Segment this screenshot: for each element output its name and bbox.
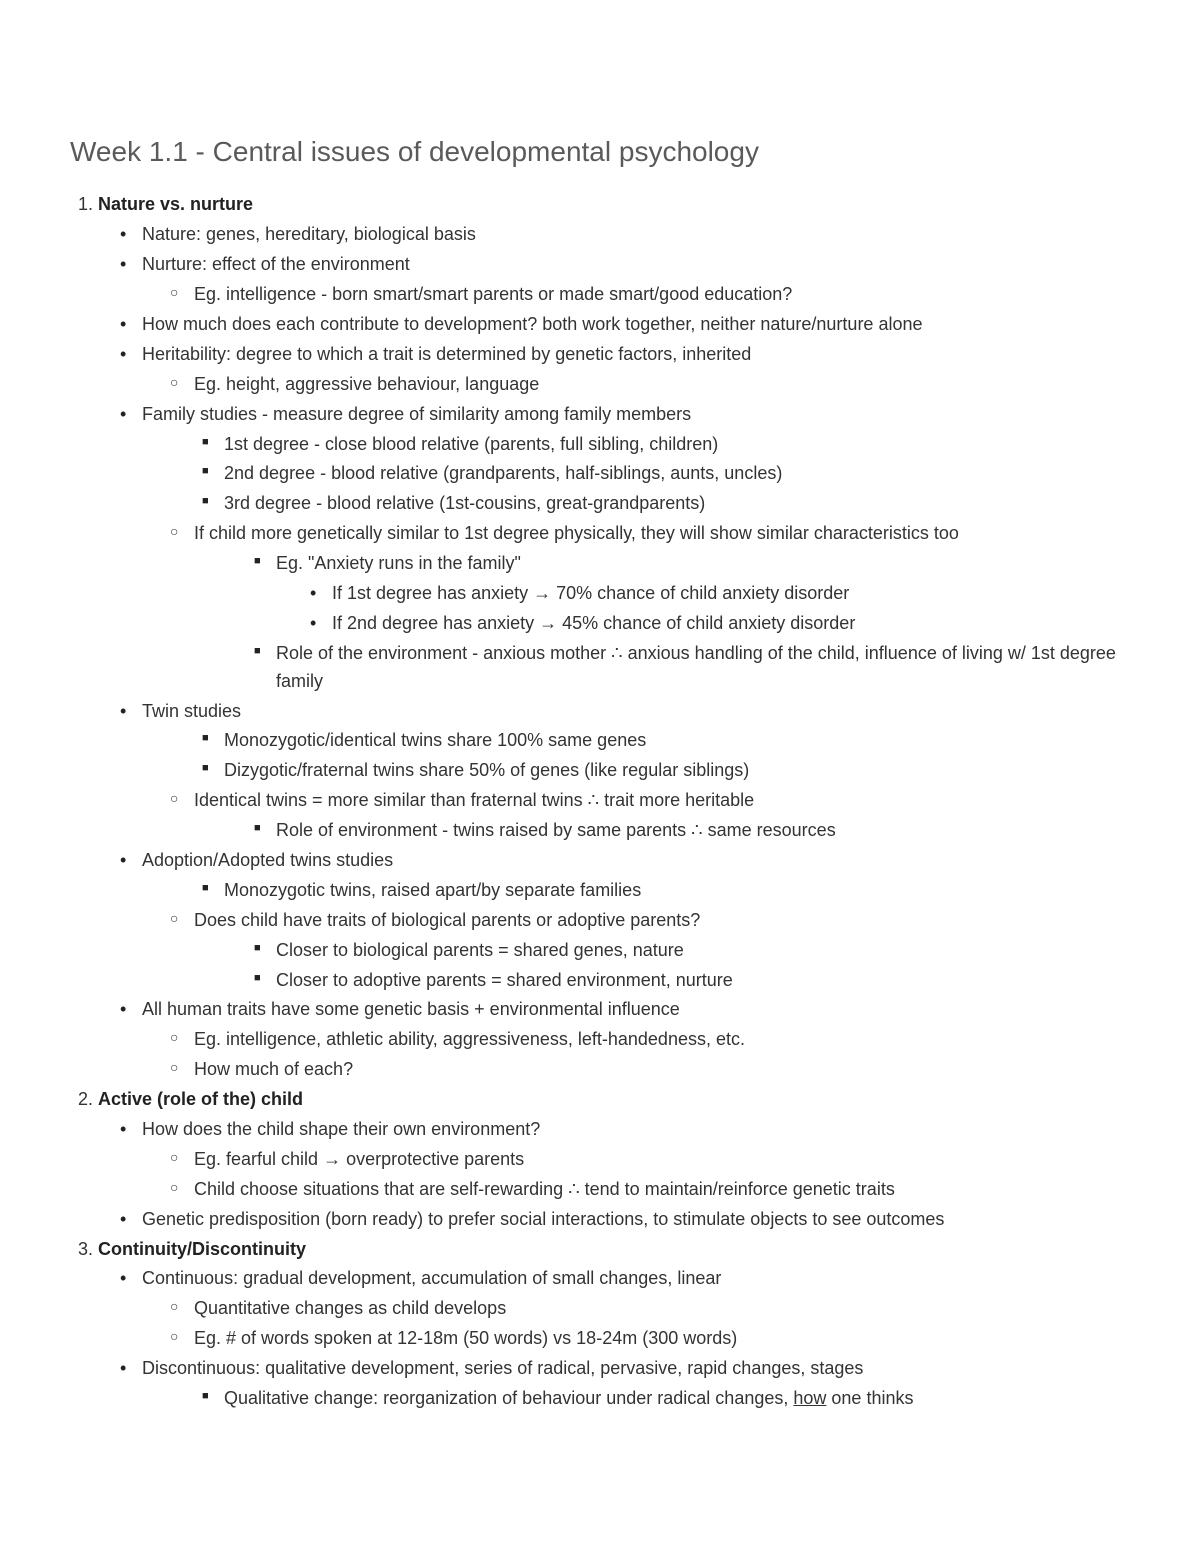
- underlined-text: how: [793, 1388, 826, 1408]
- list-item: Quantitative changes as child develops: [168, 1295, 1130, 1323]
- list-item: How does the child shape their own envir…: [116, 1116, 1130, 1204]
- list-item: Family studies - measure degree of simil…: [116, 401, 1130, 696]
- section-heading: Nature vs. nurture: [98, 194, 253, 214]
- list-item: Eg. height, aggressive behaviour, langua…: [168, 371, 1130, 399]
- list-item: Adoption/Adopted twins studiesMonozygoti…: [116, 847, 1130, 994]
- list-item: Eg. fearful child → overprotective paren…: [168, 1146, 1130, 1174]
- list-item: How much does each contribute to develop…: [116, 311, 1130, 339]
- list-item: Nature: genes, hereditary, biological ba…: [116, 221, 1130, 249]
- section-heading: Active (role of the) child: [98, 1089, 303, 1109]
- list-item: 2nd degree - blood relative (grandparent…: [198, 460, 1130, 488]
- list-item: Nurture: effect of the environmentEg. in…: [116, 251, 1130, 309]
- outline-container: Nature vs. nurture Nature: genes, heredit…: [70, 191, 1130, 1413]
- page-title: Week 1.1 - Central issues of development…: [70, 130, 1130, 173]
- list-item: Monozygotic twins, raised apart/by separ…: [198, 877, 1130, 905]
- list-item: Eg. # of words spoken at 12-18m (50 word…: [168, 1325, 1130, 1353]
- list-item: Does child have traits of biological par…: [168, 907, 1130, 995]
- list-item: If 2nd degree has anxiety → 45% chance o…: [306, 610, 1130, 638]
- list-item: 3rd degree - blood relative (1st-cousins…: [198, 490, 1130, 518]
- list-item: Qualitative change: reorganization of be…: [198, 1385, 1130, 1413]
- list-item: Eg. intelligence - born smart/smart pare…: [168, 281, 1130, 309]
- list-item: Discontinuous: qualitative development, …: [116, 1355, 1130, 1413]
- outline-section: Nature vs. nurture Nature: genes, heredit…: [98, 191, 1130, 1084]
- list-item: Identical twins = more similar than frat…: [168, 787, 1130, 845]
- list-item: Eg. "Anxiety runs in the family"If 1st d…: [250, 550, 1130, 638]
- list-item: Role of environment - twins raised by sa…: [250, 817, 1130, 845]
- list-item: Child choose situations that are self-re…: [168, 1176, 1130, 1204]
- list-item: Twin studiesMonozygotic/identical twins …: [116, 698, 1130, 845]
- list-item: If 1st degree has anxiety → 70% chance o…: [306, 580, 1130, 608]
- list-item: Heritability: degree to which a trait is…: [116, 341, 1130, 399]
- list-item: All human traits have some genetic basis…: [116, 996, 1130, 1084]
- list-item: Closer to adoptive parents = shared envi…: [250, 967, 1130, 995]
- list-item: Eg. intelligence, athletic ability, aggr…: [168, 1026, 1130, 1054]
- list-item: Role of the environment - anxious mother…: [250, 640, 1130, 696]
- list-item: Monozygotic/identical twins share 100% s…: [198, 727, 1130, 755]
- outline-section: Continuity/Discontinuity Continuous: grad…: [98, 1236, 1130, 1413]
- list-item: Closer to biological parents = shared ge…: [250, 937, 1130, 965]
- list-item: Continuous: gradual development, accumul…: [116, 1265, 1130, 1353]
- list-item: If child more genetically similar to 1st…: [168, 520, 1130, 695]
- list-item: How much of each?: [168, 1056, 1130, 1084]
- list-item: 1st degree - close blood relative (paren…: [198, 431, 1130, 459]
- list-item: Dizygotic/fraternal twins share 50% of g…: [198, 757, 1130, 785]
- list-item: Genetic predisposition (born ready) to p…: [116, 1206, 1130, 1234]
- outline-section: Active (role of the) child How does the c…: [98, 1086, 1130, 1233]
- section-heading: Continuity/Discontinuity: [98, 1239, 306, 1259]
